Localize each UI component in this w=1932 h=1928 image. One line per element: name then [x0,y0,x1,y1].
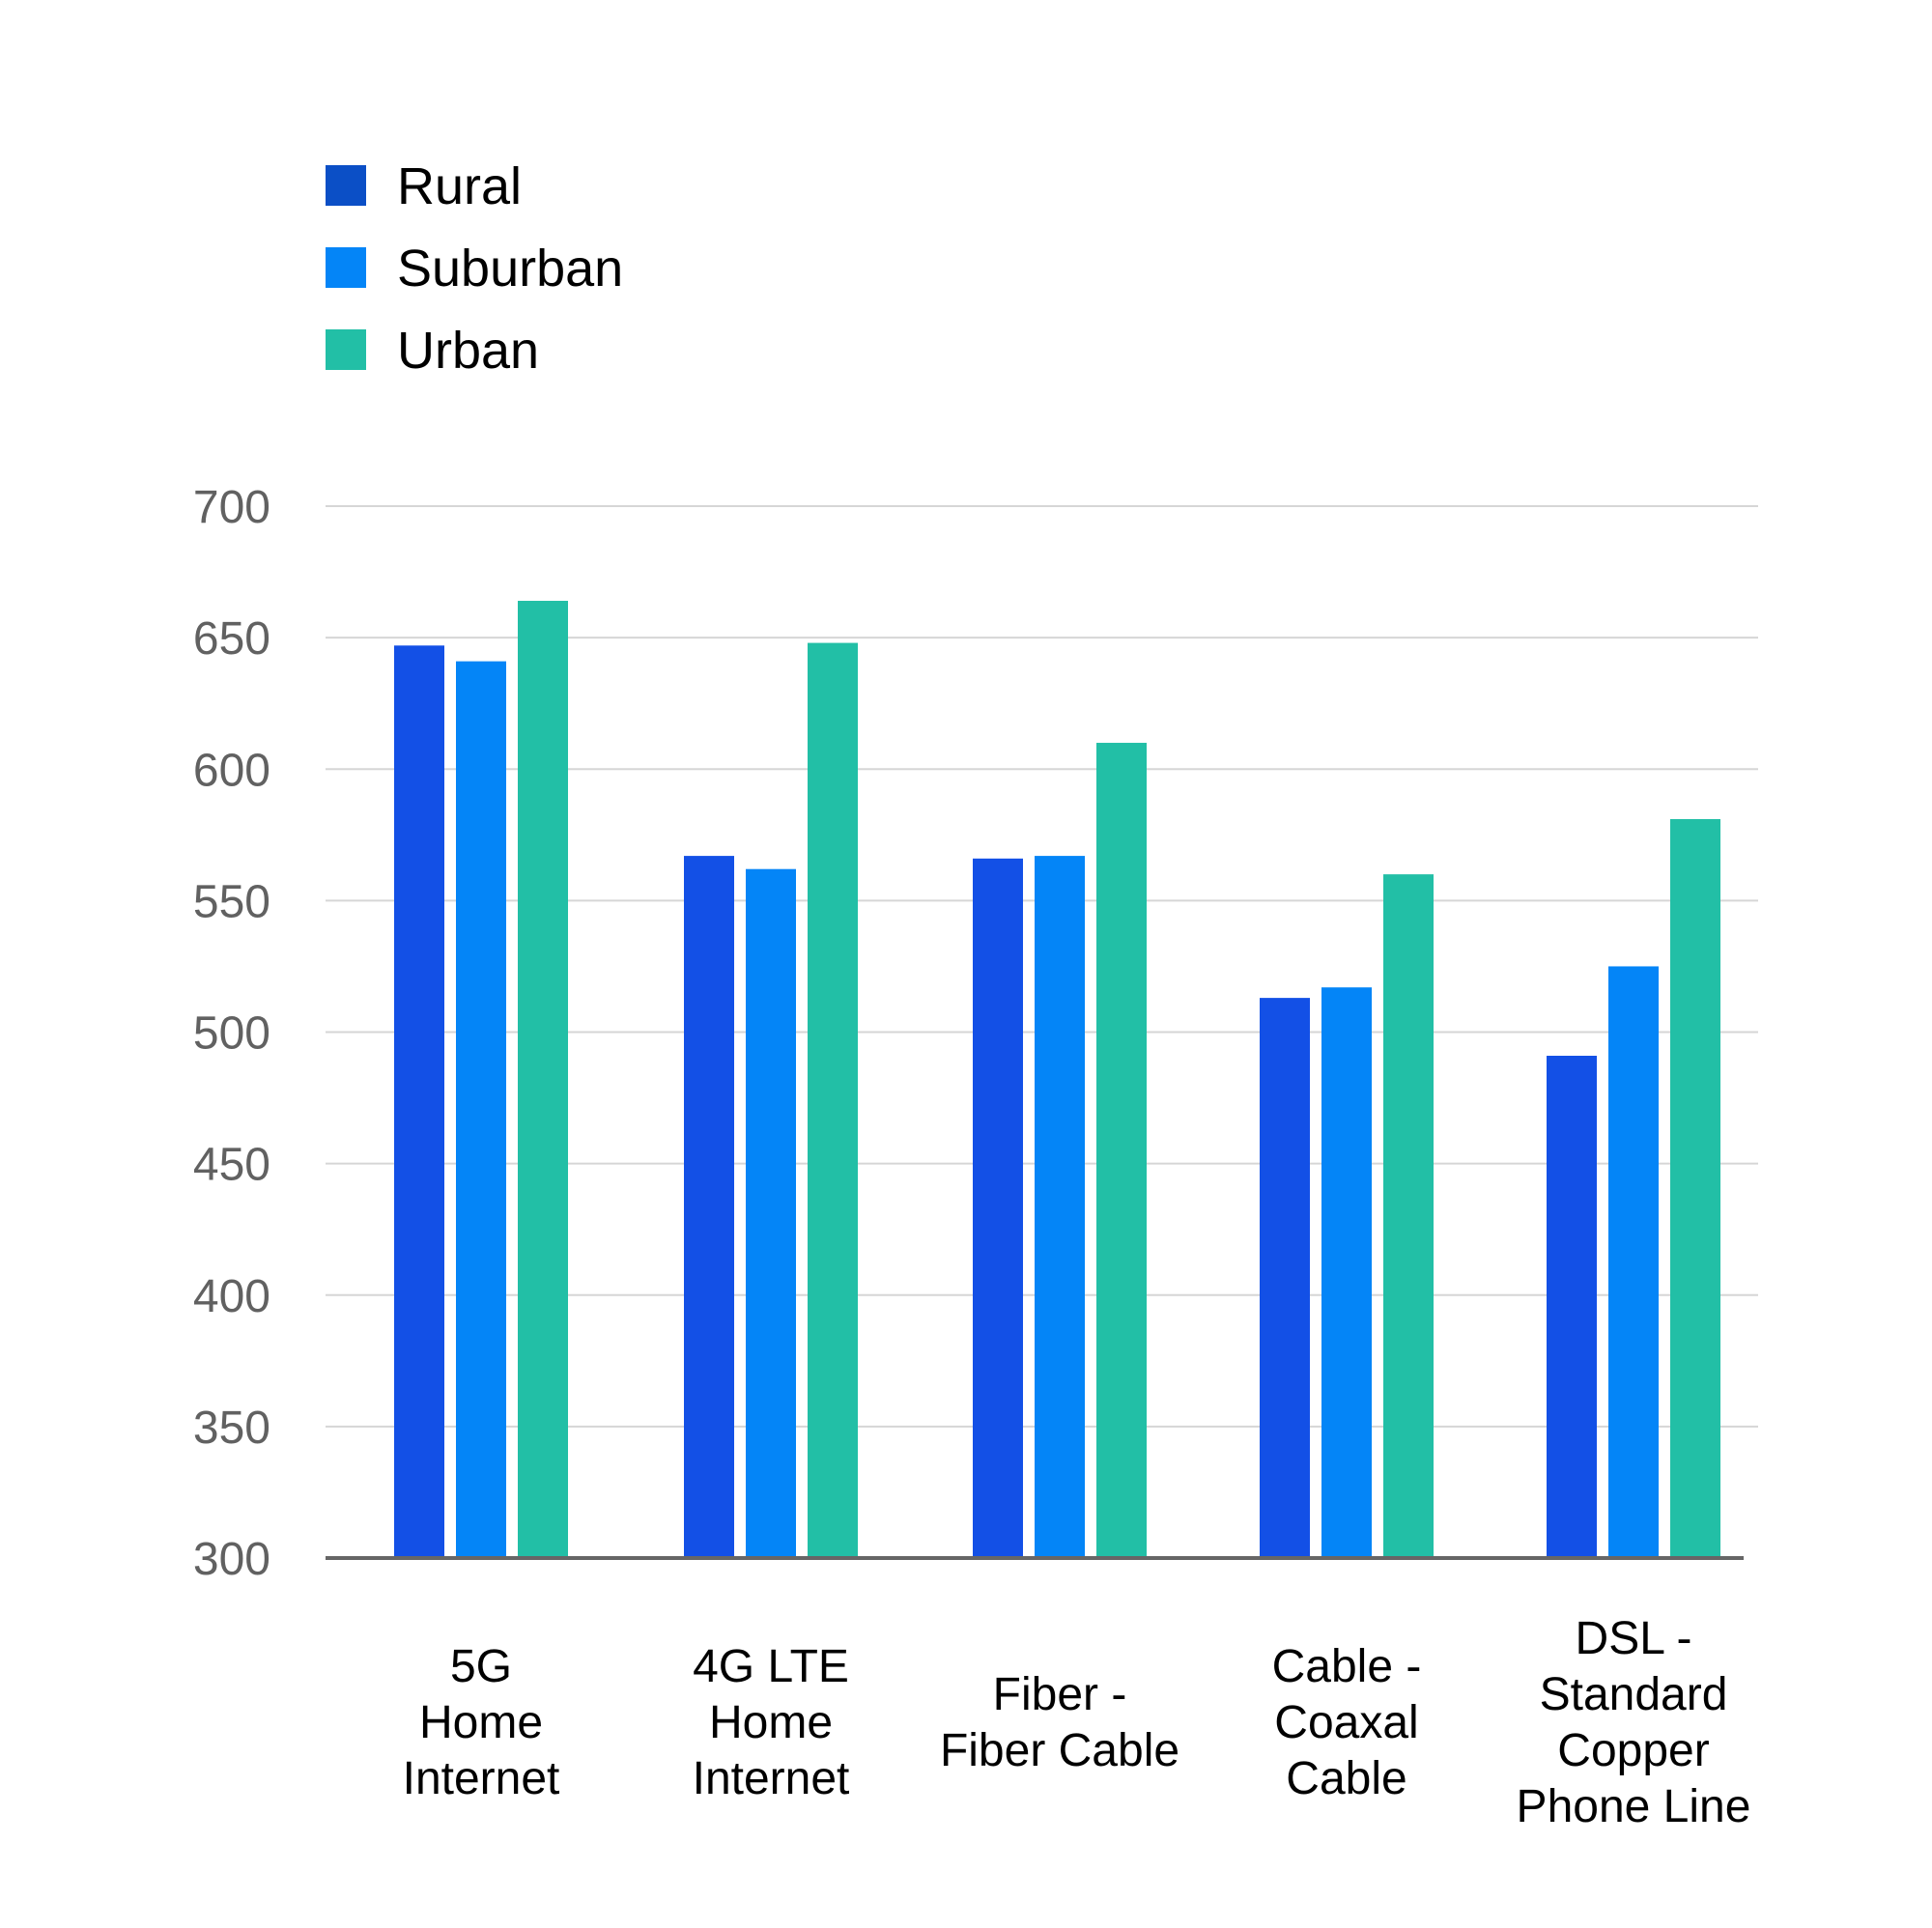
y-tick-label: 500 [193,1008,270,1060]
x-category-label: Cable [1286,1753,1406,1804]
y-tick-label: 600 [193,745,270,796]
x-category-label: Phone Line [1517,1781,1751,1832]
bar-rural-3 [1260,998,1310,1558]
bar-suburban-0 [456,661,506,1558]
x-category-label: Home [709,1697,833,1748]
bar-urban-4 [1670,818,1720,1558]
bar-rural-2 [973,858,1023,1558]
bar-suburban-1 [746,868,796,1558]
y-tick-label: 650 [193,613,270,665]
y-axis-ticks: 300 350 400 450 500 550 600 650 700 [193,482,270,1585]
y-tick-label: 450 [193,1140,270,1191]
legend-label-suburban: Suburban [397,240,623,298]
x-category-label: Cable - [1272,1641,1422,1692]
legend-swatch-rural [326,165,366,206]
x-category-label: Internet [403,1753,560,1804]
x-category-label: Copper [1557,1725,1709,1776]
y-tick-label: 550 [193,876,270,927]
x-category-label: 5G [450,1641,512,1692]
bars [394,601,1720,1558]
x-category-label: Coaxal [1274,1697,1418,1748]
bar-urban-3 [1383,874,1434,1558]
x-category-label: Fiber - [993,1669,1127,1720]
bar-suburban-4 [1608,966,1659,1558]
x-category-label: DSL - [1576,1613,1692,1664]
y-tick-label: 400 [193,1271,270,1322]
x-category-label: 4G LTE [693,1641,849,1692]
legend-swatch-urban [326,329,366,370]
y-tick-label: 350 [193,1403,270,1454]
x-category-label: Standard [1540,1669,1728,1720]
bar-suburban-3 [1321,987,1372,1558]
legend-label-rural: Rural [397,157,522,215]
legend-swatch-suburban [326,247,366,288]
x-category-label: Fiber Cable [940,1725,1179,1776]
bar-urban-1 [808,642,858,1558]
bar-suburban-2 [1035,856,1085,1558]
x-category-label: Home [419,1697,543,1748]
y-tick-label: 300 [193,1534,270,1585]
bar-rural-0 [394,645,444,1558]
bar-urban-0 [518,601,568,1558]
legend: Rural Suburban Urban [326,157,623,380]
bar-urban-2 [1096,743,1147,1558]
x-category-label: Internet [693,1753,850,1804]
legend-label-urban: Urban [397,322,539,380]
bar-rural-1 [684,856,734,1558]
bar-rural-4 [1547,1056,1597,1558]
y-tick-label: 700 [193,482,270,533]
